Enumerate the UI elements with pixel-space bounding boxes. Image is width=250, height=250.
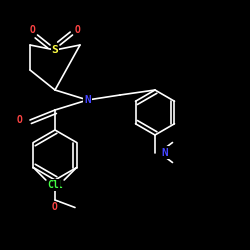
Text: O: O (52, 202, 58, 212)
Text: O: O (74, 25, 80, 35)
Text: N: N (162, 148, 168, 158)
Text: O: O (17, 115, 23, 125)
Text: N: N (84, 95, 91, 105)
Text: O: O (30, 25, 36, 35)
Text: S: S (52, 45, 59, 55)
Text: Cl: Cl (48, 180, 59, 190)
Text: Cl: Cl (51, 180, 62, 190)
